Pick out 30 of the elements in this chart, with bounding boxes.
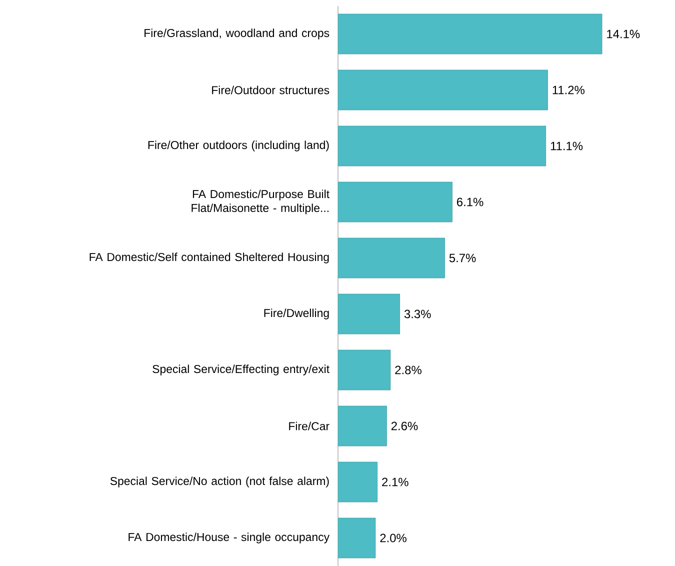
- y-tick-label: Special Service/Effecting entry/exit: [152, 364, 330, 376]
- data-label: 2.6%: [391, 422, 418, 430]
- bar: [338, 70, 548, 110]
- y-tick-label: Fire/Other outdoors (including land): [148, 140, 329, 152]
- y-tick-label: Fire/Outdoor structures: [212, 86, 330, 94]
- data-label: 11.1%: [550, 142, 583, 150]
- data-label: 5.7%: [449, 254, 476, 262]
- bar: [338, 126, 546, 166]
- data-label: 11.2%: [552, 86, 584, 94]
- y-tick-label: FA Domestic/House - single occupancy: [128, 532, 330, 544]
- y-tick-label: Fire/Grassland, woodland and crops: [144, 28, 330, 40]
- bar: [338, 462, 378, 502]
- data-label: 6.1%: [457, 198, 484, 206]
- bar: [338, 238, 445, 278]
- data-label: 2.0%: [380, 534, 406, 542]
- bar: [338, 518, 376, 558]
- y-tick-label: FA Domestic/Purpose Built Flat/Maisonette - multiple...: [192, 190, 330, 214]
- data-label: 14.1%: [607, 30, 640, 38]
- bar: [338, 182, 452, 222]
- data-label: 3.3%: [404, 310, 431, 318]
- y-tick-label: FA Domestic/Self contained Sheltered Housing: [90, 252, 329, 264]
- bar: [338, 294, 400, 334]
- data-label: 2.8%: [395, 366, 422, 374]
- y-tick-label: Special Service/No action (not false alarm): [110, 476, 329, 488]
- bar: [338, 406, 387, 446]
- y-tick-label: Fire/Dwelling: [264, 308, 329, 320]
- y-tick-label: Fire/Car: [289, 422, 330, 430]
- bar: [338, 14, 602, 54]
- data-label: 2.1%: [382, 478, 408, 486]
- bar: [338, 350, 391, 390]
